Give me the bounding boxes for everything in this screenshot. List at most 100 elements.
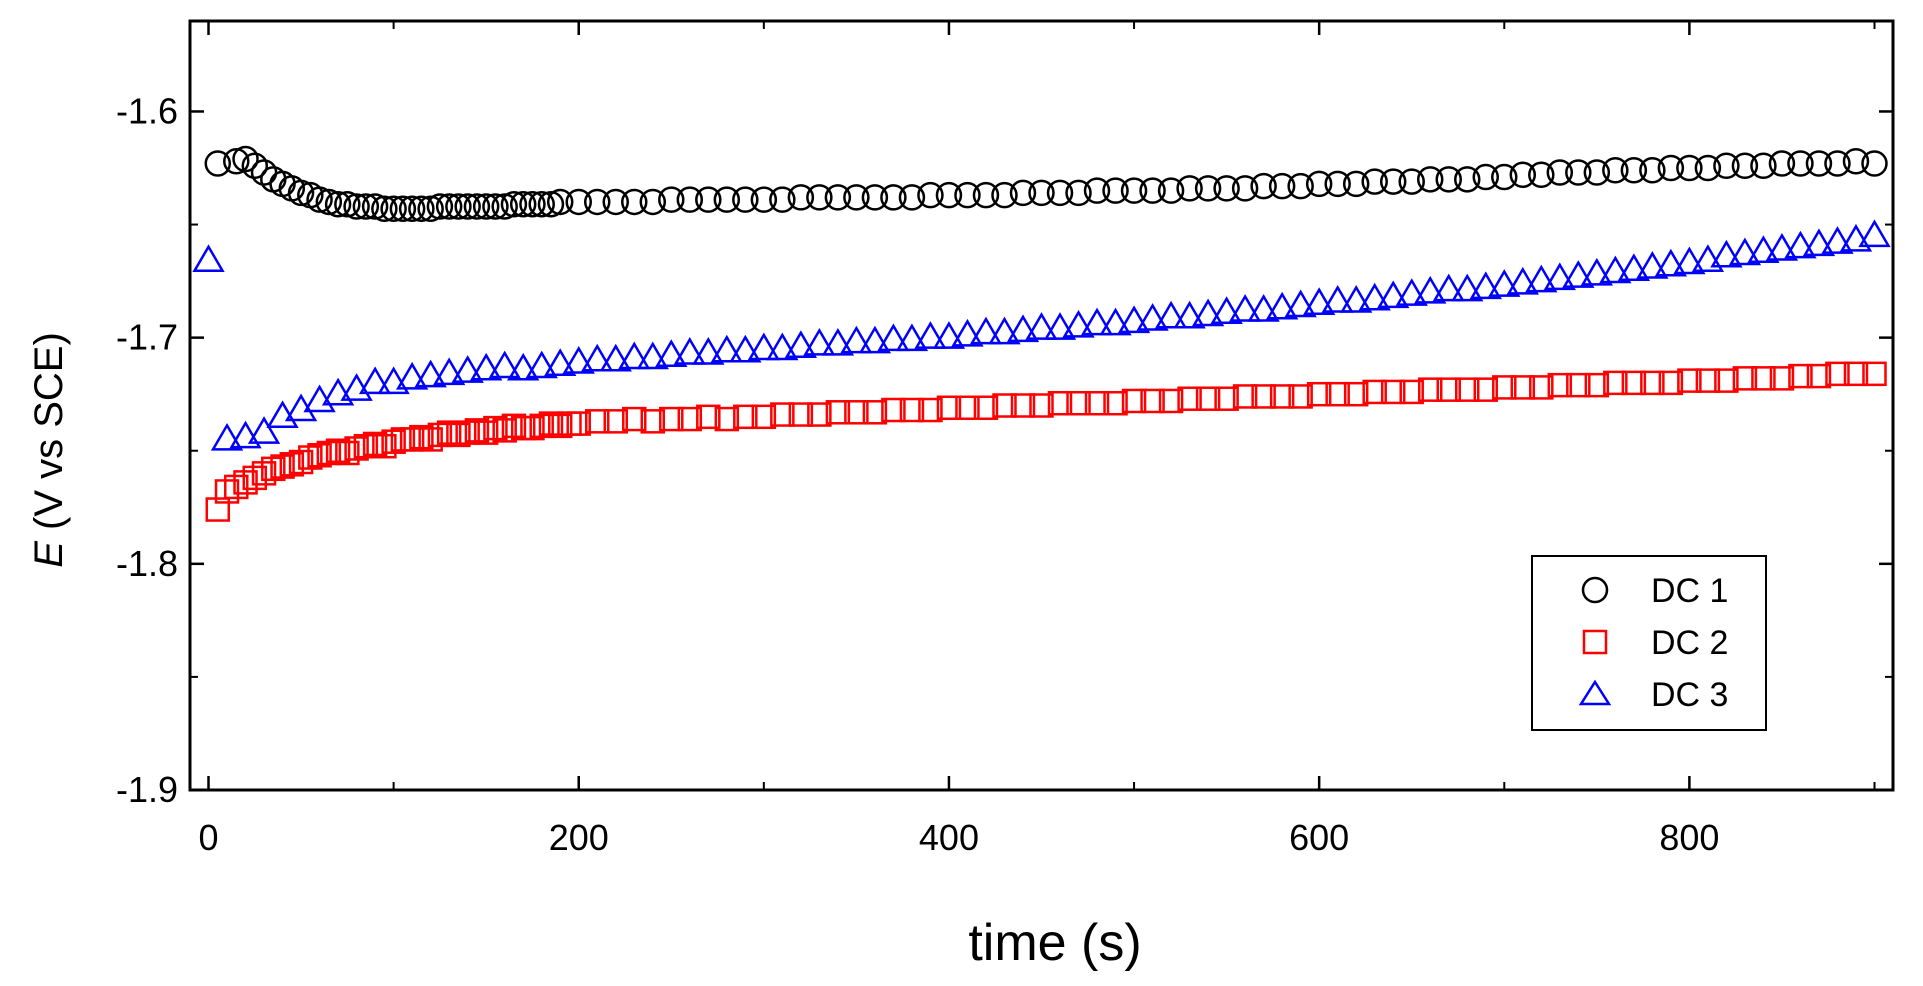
data-point-dc2 <box>973 395 999 421</box>
data-point-dc3 <box>1136 303 1169 331</box>
data-point-dc2 <box>261 456 286 482</box>
data-point-dc2 <box>1825 361 1850 387</box>
data-point-dc2 <box>538 411 564 436</box>
data-point-dc3 <box>1302 287 1336 315</box>
data-point-dc1 <box>1546 159 1574 186</box>
data-point-dc3 <box>1562 260 1595 288</box>
data-point-dc1 <box>713 186 741 213</box>
data-point-dc2 <box>1529 375 1554 400</box>
data-point-dc2 <box>1417 377 1443 402</box>
data-point-dc2 <box>1658 370 1684 396</box>
data-points <box>192 145 1891 522</box>
data-point-dc1 <box>1065 179 1092 207</box>
data-point-dc2 <box>1306 381 1332 407</box>
data-point-dc1 <box>546 188 574 216</box>
data-point-dc1 <box>1620 157 1648 184</box>
data-point-dc1 <box>1731 152 1759 180</box>
data-point-dc2 <box>1492 375 1517 400</box>
data-point-dc1 <box>750 186 778 213</box>
data-point-dc2 <box>677 406 703 432</box>
data-point-dc2 <box>1140 388 1165 414</box>
data-point-dc1 <box>1324 170 1351 198</box>
data-point-dc3 <box>1580 257 1614 286</box>
plot-frame <box>188 19 1895 792</box>
data-point-dc2 <box>788 402 814 427</box>
data-point-dc2 <box>427 422 453 448</box>
data-point-dc2 <box>224 474 249 500</box>
data-point-dc2 <box>335 440 360 466</box>
x-axis-title: time (s) <box>968 914 1141 972</box>
data-point-dc1 <box>306 186 333 213</box>
data-point-dc3 <box>1154 300 1188 329</box>
data-point-dc3 <box>914 321 947 349</box>
data-point-dc3 <box>1284 289 1317 318</box>
data-point-dc3 <box>1765 232 1799 261</box>
data-point-dc3 <box>858 325 892 354</box>
data-point-dc1 <box>824 184 852 211</box>
data-point-dc2 <box>1547 372 1573 398</box>
data-point-dc3 <box>1080 307 1114 336</box>
data-point-dc1 <box>1398 168 1425 195</box>
data-point-dc1 <box>528 190 555 218</box>
data-point-dc1 <box>1379 168 1407 195</box>
data-point-dc2 <box>436 420 462 445</box>
y-tick-label: -1.6 <box>116 90 178 131</box>
data-point-dc3 <box>951 318 984 347</box>
legend-marker-dc3 <box>1578 679 1612 706</box>
data-point-dc2 <box>955 395 980 421</box>
data-point-dc3 <box>673 336 706 365</box>
x-tick-label: 800 <box>1659 817 1719 858</box>
data-point-dc2 <box>1806 363 1832 389</box>
data-point-dc3 <box>729 334 762 363</box>
x-tick-label: 400 <box>919 817 979 858</box>
data-point-dc2 <box>1455 377 1480 402</box>
data-point-dc2 <box>362 431 388 457</box>
data-point-dc2 <box>307 443 332 468</box>
data-point-dc3 <box>1728 237 1762 266</box>
data-point-dc2 <box>242 465 268 491</box>
data-point-dc2 <box>1788 363 1813 389</box>
data-point-dc2 <box>1677 368 1702 393</box>
data-point-dc3 <box>988 316 1021 345</box>
data-point-dc2 <box>455 420 480 445</box>
data-point-dc1 <box>537 190 565 218</box>
data-point-dc3 <box>581 343 614 372</box>
data-point-dc1 <box>482 193 509 220</box>
data-point-dc1 <box>1694 154 1722 182</box>
legend-label-dc1: DC 1 <box>1651 572 1728 610</box>
data-point-dc2 <box>418 427 443 452</box>
data-point-dc2 <box>733 404 758 430</box>
data-point-dc2 <box>288 449 314 475</box>
data-point-dc1 <box>935 181 963 209</box>
legend-marker-dc1 <box>1581 576 1609 604</box>
data-point-dc3 <box>451 355 484 383</box>
data-point-dc1 <box>898 184 926 211</box>
data-point-dc3 <box>562 346 595 374</box>
data-point-dc1 <box>223 147 250 175</box>
data-point-dc1 <box>1509 161 1537 189</box>
data-point-dc3 <box>1654 248 1688 277</box>
data-point-dc1 <box>472 193 500 220</box>
data-point-dc3 <box>1247 294 1280 322</box>
data-point-dc1 <box>1787 150 1814 177</box>
data-point-dc1 <box>417 195 444 222</box>
data-point-dc2 <box>1695 368 1721 393</box>
data-point-dc3 <box>1432 273 1465 302</box>
data-point-dc2 <box>473 420 499 445</box>
data-point-dc3 <box>377 366 410 395</box>
data-point-dc1 <box>972 181 1000 209</box>
data-point-dc2 <box>770 402 795 427</box>
data-point-dc3 <box>1673 246 1706 275</box>
data-point-dc1 <box>1046 179 1074 207</box>
data-point-dc1 <box>1824 150 1851 177</box>
data-point-dc1 <box>1231 175 1259 202</box>
legend-box <box>1531 555 1767 731</box>
data-point-dc1 <box>1176 175 1203 202</box>
data-point-dc2 <box>279 452 305 477</box>
data-point-dc3 <box>599 343 632 372</box>
data-point-dc2 <box>622 406 647 432</box>
data-point-dc1 <box>769 186 796 213</box>
data-point-dc1 <box>639 188 667 216</box>
data-point-dc1 <box>1268 172 1296 200</box>
x-tick-label: 200 <box>549 817 609 858</box>
